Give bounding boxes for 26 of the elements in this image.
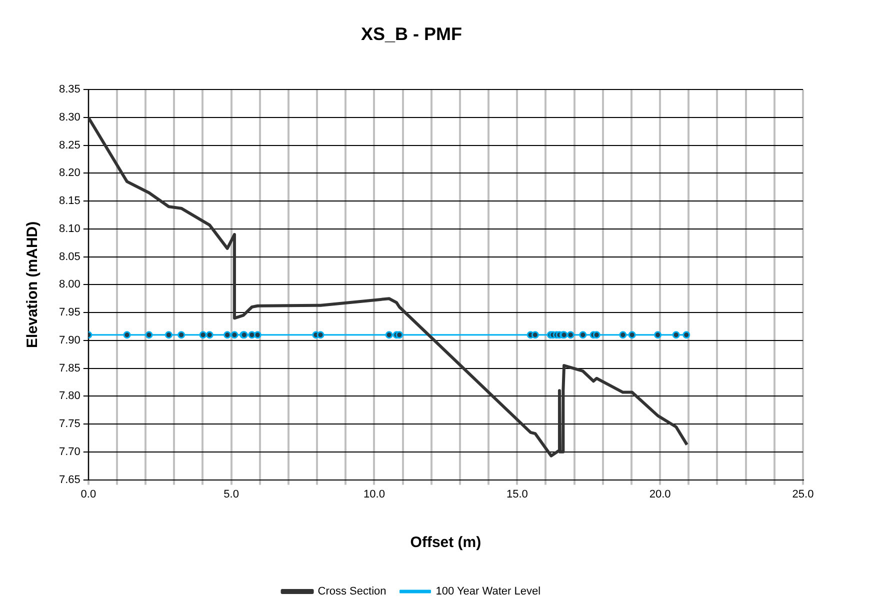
- y-axis-title: Elevation (mAHD): [24, 221, 42, 348]
- y-tick-label: 8.15: [58, 195, 80, 208]
- y-tick-label: 7.80: [58, 390, 80, 402]
- y-tick-label: 8.05: [58, 250, 80, 263]
- x-tick-label: 5.0: [224, 488, 239, 500]
- legend-label: Cross Section: [318, 586, 386, 598]
- chart-title: XS_B - PMF: [360, 24, 462, 44]
- x-tick-label: 10.0: [364, 488, 385, 500]
- x-tick-label: 25.0: [792, 488, 814, 500]
- y-tick-label: 7.95: [58, 306, 80, 319]
- y-tick-label: 8.00: [58, 278, 80, 291]
- y-tick-label: 7.85: [58, 362, 80, 374]
- y-tick-label: 8.30: [58, 112, 80, 124]
- y-tick-label: 8.10: [58, 222, 80, 235]
- x-tick-label: 15.0: [506, 488, 528, 500]
- x-axis-title: Offset (m): [410, 534, 482, 552]
- y-tick-label: 8.25: [58, 139, 80, 152]
- y-tick-label: 7.90: [58, 334, 80, 346]
- y-tick-label: 8.35: [58, 84, 80, 96]
- legend-label: 100 Year Water Level: [436, 586, 541, 598]
- y-tick-label: 7.65: [58, 474, 80, 486]
- y-tick-label: 7.75: [58, 418, 80, 430]
- x-tick-label: 20.0: [649, 488, 671, 500]
- y-tick-label: 7.70: [58, 446, 80, 458]
- y-tick-label: 8.20: [58, 167, 80, 180]
- x-tick-label: 0.0: [80, 488, 96, 500]
